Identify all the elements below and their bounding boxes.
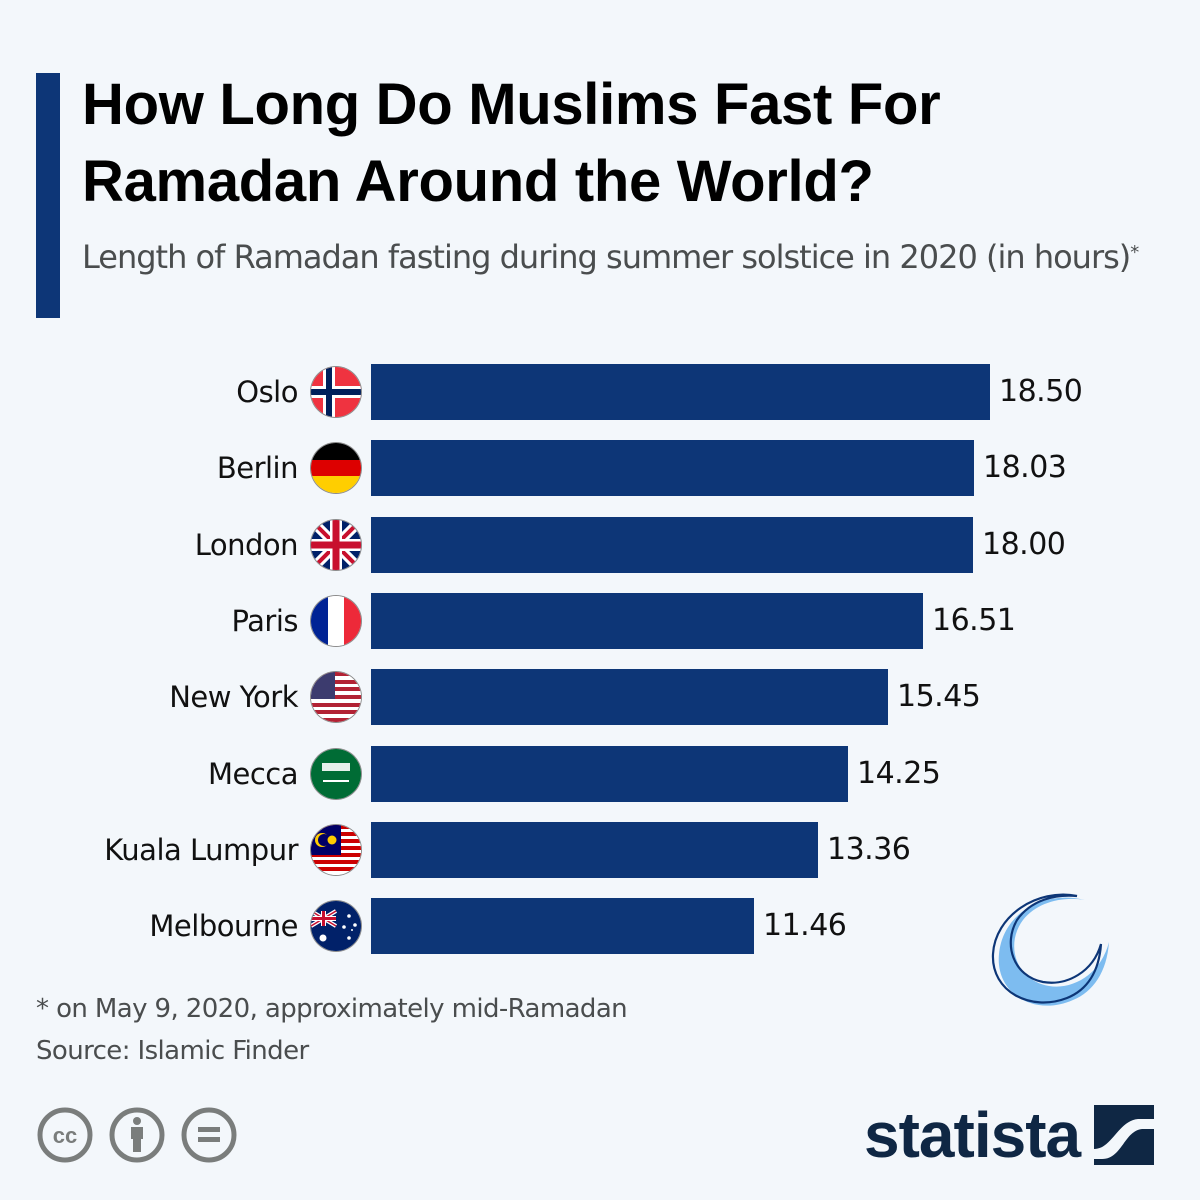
chart-subtitle: Length of Ramadan fasting during summer … [82, 234, 1182, 280]
value-label: 16.51 [932, 602, 1016, 638]
title-line-2: Ramadan Around the World? [82, 149, 874, 214]
subtitle-text: Length of Ramadan fasting during summer … [82, 238, 1131, 276]
cc-icon[interactable]: cc [36, 1106, 94, 1164]
chart-row: Melbourne 11.46 [0, 898, 1200, 955]
saudi-arabia-flag-icon [311, 748, 361, 799]
value-label: 13.36 [827, 831, 911, 867]
category-label: Kuala Lumpur [104, 832, 298, 867]
crescent-moon-icon [991, 893, 1109, 1006]
footnote: * on May 9, 2020, approximately mid-Rama… [36, 988, 628, 1072]
value-label: 18.03 [983, 450, 1067, 486]
title-line-1: How Long Do Muslims Fast For [82, 72, 941, 137]
norway-flag-icon [311, 367, 361, 417]
germany-flag-icon [311, 443, 361, 494]
chart-row: Kuala Lumpur 13.36 [0, 821, 1200, 878]
category-label: London [194, 527, 299, 562]
bar[interactable] [371, 745, 848, 802]
chart-title: How Long Do Muslims Fast For Ramadan Aro… [82, 66, 1182, 220]
subtitle-footnote-marker: * [1130, 242, 1139, 263]
chart-row: Paris 16.51 [0, 592, 1200, 649]
chart-row: Mecca 14.25 [0, 745, 1200, 802]
license-icons: cc [36, 1106, 238, 1164]
value-label: 18.00 [982, 526, 1066, 562]
france-flag-icon [311, 595, 361, 646]
no-derivatives-icon[interactable] [180, 1106, 238, 1164]
svg-text:cc: cc [53, 1123, 77, 1148]
category-label: Oslo [236, 375, 298, 409]
chart-row: New York 15.45 [0, 669, 1200, 726]
bar[interactable] [371, 440, 974, 497]
bar[interactable] [371, 364, 990, 420]
statista-logo[interactable]: statista [864, 1095, 1155, 1175]
value-label: 18.50 [999, 374, 1083, 409]
value-label: 14.25 [857, 755, 941, 791]
usa-flag-icon [311, 672, 361, 723]
category-label: New York [169, 680, 298, 715]
bar[interactable] [371, 669, 888, 726]
bar[interactable] [371, 592, 923, 649]
uk-flag-icon [311, 519, 361, 570]
chart-row: London 18.00 [0, 516, 1200, 573]
footnote-note: * on May 9, 2020, approximately mid-Rama… [36, 994, 628, 1024]
category-label: Mecca [207, 756, 299, 791]
category-label: Melbourne [149, 909, 298, 944]
source-text: Source: Islamic Finder [36, 1036, 309, 1066]
bar[interactable] [371, 898, 754, 955]
category-label: Paris [231, 603, 298, 638]
title-accent-bar [36, 73, 60, 318]
attribution-icon[interactable] [108, 1106, 166, 1164]
chart-row: Berlin 18.03 [0, 440, 1200, 497]
value-label: 15.45 [897, 679, 981, 715]
category-label: Berlin [216, 451, 299, 486]
chart-row: Oslo 18.50 [0, 364, 1200, 420]
statista-wordmark: statista [864, 1099, 1081, 1171]
bar[interactable] [371, 821, 818, 878]
australia-flag-icon [311, 901, 361, 952]
malaysia-flag-icon [311, 824, 361, 875]
statista-logo-icon [1094, 1105, 1155, 1165]
value-label: 11.46 [763, 908, 847, 944]
bar[interactable] [371, 516, 973, 573]
